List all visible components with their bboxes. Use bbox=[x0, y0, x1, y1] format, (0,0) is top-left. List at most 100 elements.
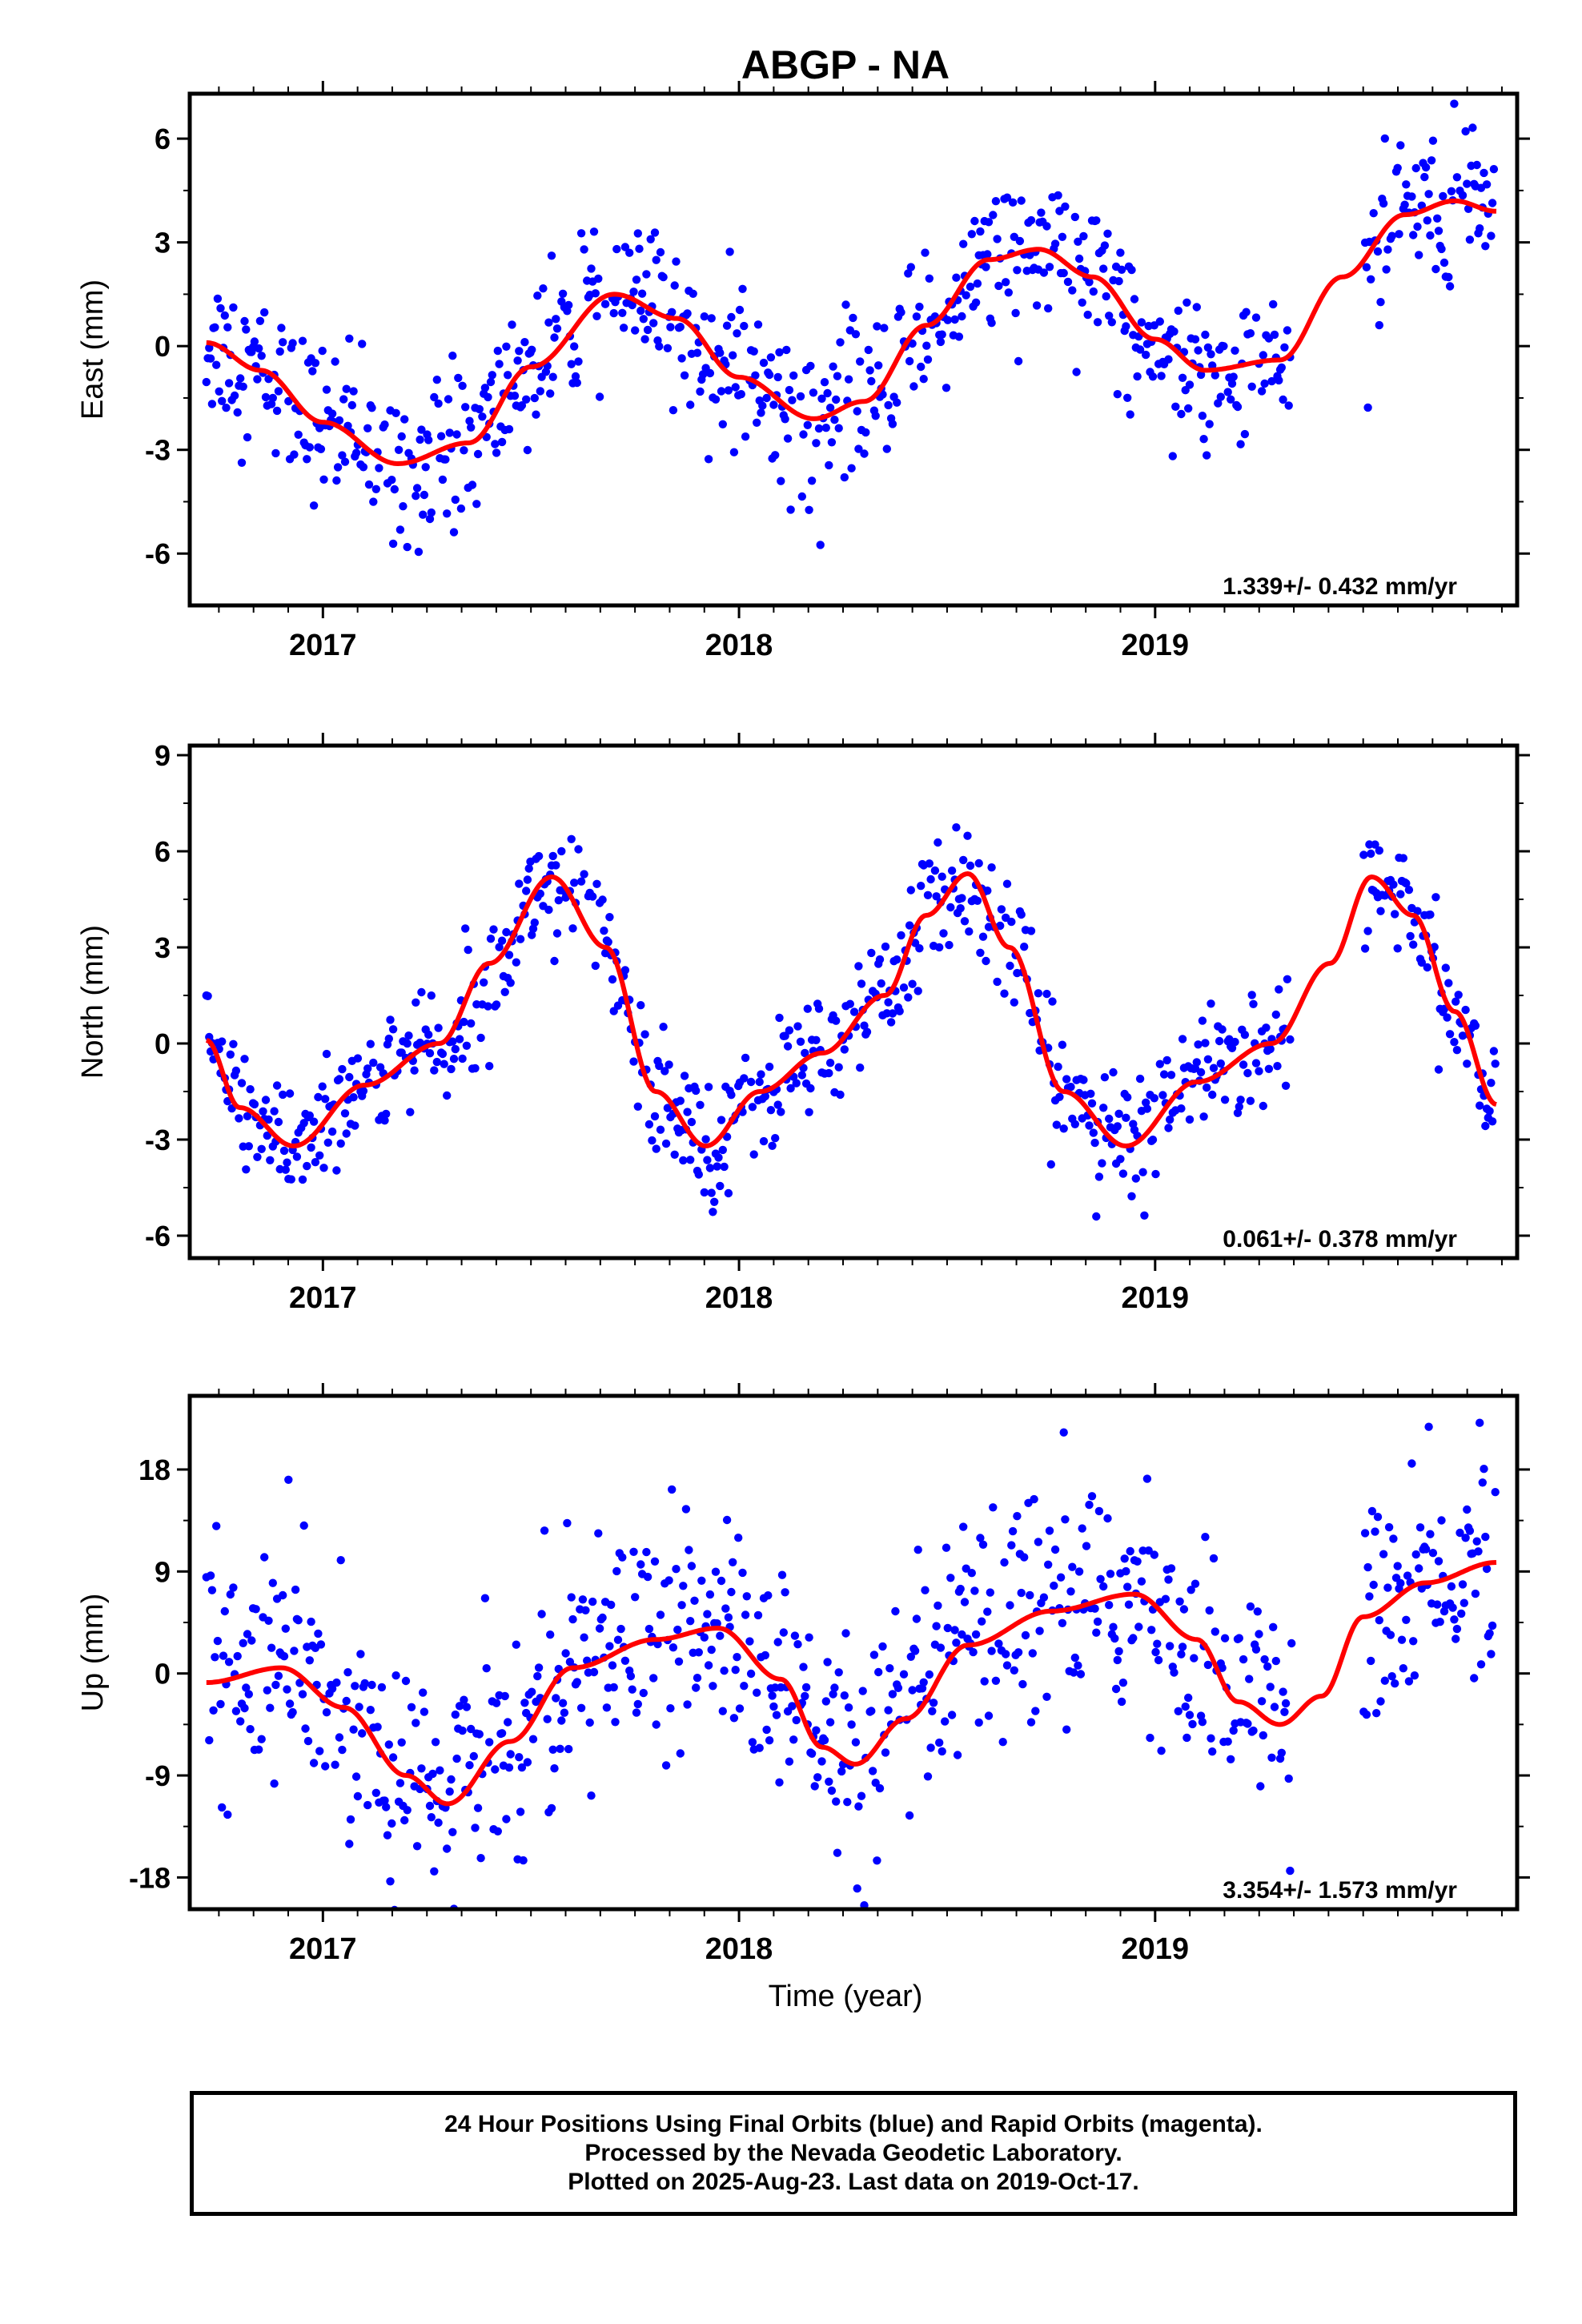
data-point bbox=[1428, 136, 1438, 145]
data-point bbox=[825, 1068, 833, 1078]
data-point bbox=[970, 1586, 979, 1595]
data-point bbox=[656, 1610, 665, 1619]
data-point bbox=[235, 1114, 243, 1123]
data-point bbox=[844, 1703, 853, 1712]
x-tick-label: 2019 bbox=[1122, 629, 1190, 662]
data-point bbox=[612, 244, 621, 254]
data-point bbox=[679, 1582, 688, 1590]
data-point bbox=[1360, 944, 1370, 953]
data-point bbox=[489, 925, 498, 934]
data-point bbox=[958, 312, 966, 321]
data-point bbox=[1164, 1124, 1173, 1132]
data-point bbox=[536, 889, 544, 899]
data-point bbox=[945, 940, 954, 950]
data-point bbox=[299, 1521, 308, 1530]
data-point bbox=[1257, 387, 1267, 396]
data-point bbox=[997, 905, 1006, 914]
data-point bbox=[873, 322, 881, 331]
data-point bbox=[1124, 1600, 1134, 1609]
data-point bbox=[1066, 1587, 1075, 1596]
data-point bbox=[356, 1650, 365, 1659]
data-point bbox=[746, 1669, 756, 1679]
data-point bbox=[1396, 890, 1405, 899]
data-point bbox=[734, 1534, 743, 1542]
data-point bbox=[1002, 879, 1012, 888]
data-point bbox=[1042, 1692, 1051, 1701]
data-point bbox=[425, 1801, 435, 1811]
data-point bbox=[873, 1856, 881, 1865]
data-point bbox=[952, 823, 961, 832]
data-point bbox=[1059, 1428, 1068, 1437]
data-point bbox=[1417, 201, 1427, 210]
y-tick-label: 3 bbox=[155, 227, 171, 259]
data-point bbox=[851, 1738, 861, 1747]
data-point bbox=[807, 476, 817, 485]
data-point bbox=[823, 1658, 832, 1667]
data-point bbox=[832, 1797, 841, 1806]
data-point bbox=[659, 272, 668, 282]
data-point bbox=[652, 1720, 661, 1729]
data-point bbox=[307, 1617, 315, 1626]
data-point bbox=[1452, 1046, 1462, 1055]
data-point bbox=[790, 1631, 800, 1640]
data-point bbox=[520, 338, 529, 347]
data-point bbox=[451, 1044, 460, 1054]
data-point bbox=[1233, 1108, 1243, 1118]
data-point bbox=[343, 1668, 352, 1677]
data-point bbox=[1376, 1697, 1385, 1706]
data-point bbox=[1281, 1081, 1291, 1091]
data-point bbox=[1191, 335, 1200, 344]
data-point bbox=[226, 1050, 235, 1059]
data-point bbox=[588, 892, 597, 901]
data-point bbox=[609, 308, 618, 318]
data-point bbox=[717, 1116, 726, 1124]
data-point bbox=[1098, 1159, 1106, 1168]
data-point bbox=[259, 1107, 267, 1116]
data-point bbox=[240, 316, 249, 326]
x-axis-label: Time (year) bbox=[769, 1980, 923, 2013]
data-point bbox=[762, 393, 771, 403]
data-point bbox=[394, 445, 404, 454]
data-point bbox=[264, 1616, 273, 1626]
data-point bbox=[1198, 412, 1207, 420]
data-point bbox=[486, 377, 496, 387]
x-tick-label: 2019 bbox=[1122, 1932, 1190, 1966]
data-point bbox=[1026, 927, 1036, 935]
data-point bbox=[1138, 1168, 1147, 1176]
data-point bbox=[820, 378, 829, 387]
data-point bbox=[633, 1699, 642, 1709]
data-point bbox=[692, 1086, 701, 1096]
data-point bbox=[516, 935, 525, 943]
data-point bbox=[996, 921, 1005, 931]
data-point bbox=[612, 1566, 621, 1576]
data-point bbox=[600, 300, 610, 308]
data-point bbox=[926, 1743, 935, 1752]
data-point bbox=[1411, 1550, 1420, 1559]
data-point bbox=[823, 388, 832, 398]
data-point bbox=[263, 1131, 271, 1140]
y-tick-label: -6 bbox=[145, 537, 171, 570]
data-point bbox=[371, 1788, 380, 1797]
data-point bbox=[1054, 1062, 1062, 1072]
data-point bbox=[783, 1042, 793, 1051]
data-point bbox=[500, 987, 509, 997]
data-point bbox=[1147, 1626, 1156, 1634]
data-point bbox=[1413, 907, 1422, 915]
data-point bbox=[1247, 382, 1256, 391]
data-point bbox=[1211, 1627, 1220, 1636]
data-point bbox=[942, 384, 951, 392]
data-point bbox=[231, 1707, 241, 1715]
data-point bbox=[298, 1175, 307, 1184]
data-point bbox=[1122, 1566, 1130, 1576]
data-point bbox=[274, 387, 283, 396]
data-point bbox=[533, 292, 542, 300]
data-point bbox=[564, 1744, 573, 1754]
data-point bbox=[740, 1682, 749, 1691]
data-point bbox=[1186, 1586, 1195, 1594]
data-point bbox=[314, 1092, 323, 1102]
data-point bbox=[753, 418, 761, 427]
data-point bbox=[1034, 1538, 1043, 1546]
data-point bbox=[618, 1553, 627, 1562]
data-point bbox=[976, 1534, 985, 1542]
